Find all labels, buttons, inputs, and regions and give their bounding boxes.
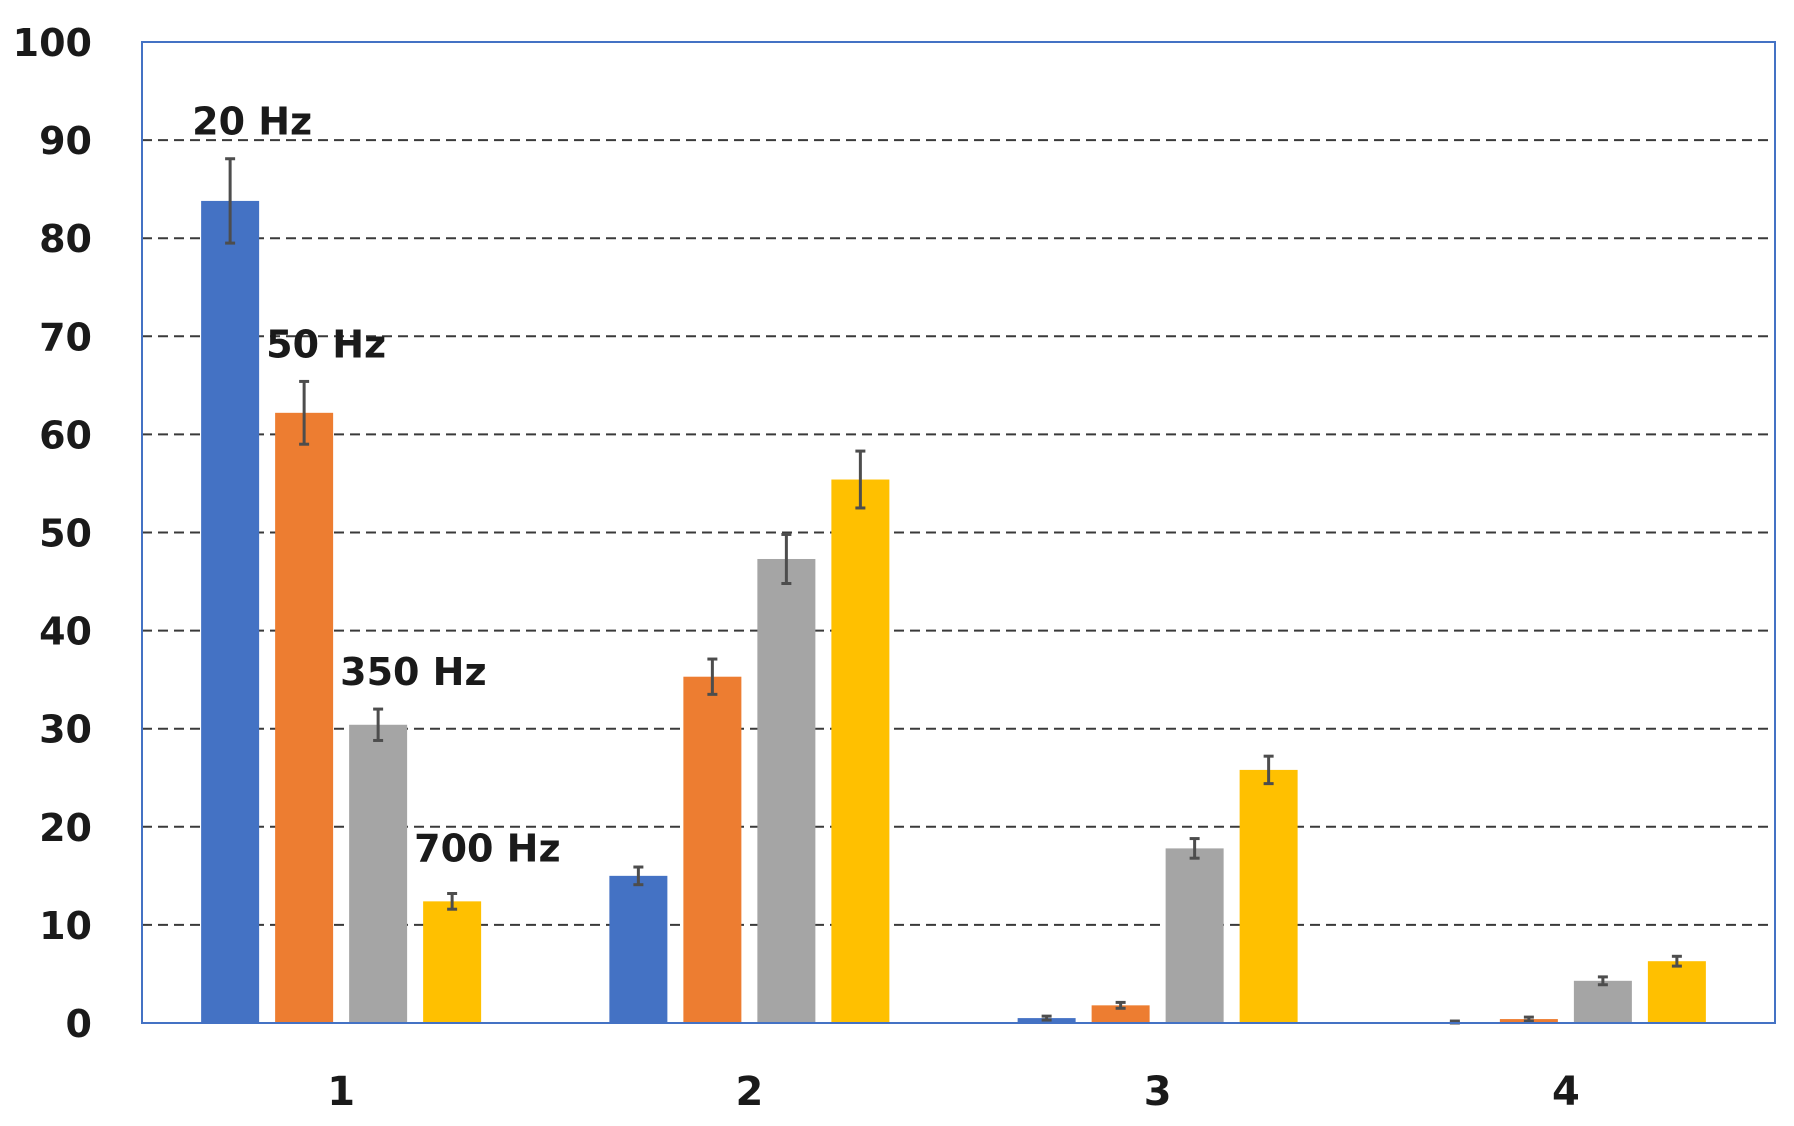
- bar-20hz-cat2: [609, 875, 668, 1023]
- error-bar: [1523, 1015, 1534, 1023]
- error-bar: [1189, 837, 1200, 860]
- y-tick-label: 10: [39, 904, 92, 948]
- bar-700hz-cat3: [1239, 769, 1298, 1023]
- bar-700hz-cat4: [1647, 961, 1706, 1023]
- series-labels: 20 Hz 50 Hz 350 Hz 700 Hz: [192, 100, 560, 871]
- bar-50hz-cat2: [683, 676, 742, 1023]
- error-bar: [225, 157, 236, 245]
- bar-350hz-cat2: [757, 558, 816, 1023]
- y-tick-label: 50: [39, 512, 92, 556]
- bars: [201, 200, 1706, 1024]
- series-label-50hz: 50 Hz: [266, 322, 386, 366]
- bar-20hz-cat1: [201, 200, 260, 1023]
- series-label-350hz: 350 Hz: [340, 650, 486, 694]
- series-label-20hz: 20 Hz: [192, 100, 312, 144]
- error-bar: [781, 532, 792, 586]
- error-bar: [1671, 954, 1682, 968]
- bar-350hz-cat3: [1165, 848, 1224, 1023]
- y-tick-label: 100: [13, 21, 92, 65]
- error-bar: [373, 707, 384, 742]
- bar-700hz-cat1: [423, 901, 482, 1023]
- x-tick-label: 2: [735, 1069, 763, 1115]
- y-tick-label: 70: [39, 315, 92, 359]
- bar-50hz-cat1: [275, 412, 334, 1023]
- error-bar: [1041, 1014, 1052, 1022]
- series-label-700hz: 700 Hz: [414, 826, 560, 870]
- y-tick-label: 40: [39, 610, 92, 654]
- y-tick-label: 90: [39, 119, 92, 163]
- error-bar: [1597, 975, 1608, 987]
- error-bar: [447, 892, 458, 911]
- error-bar: [633, 865, 644, 887]
- error-bar: [855, 449, 866, 510]
- y-axis-tick-labels: 0 10 20 30 40 50 60 70 80 90 100: [13, 21, 92, 1046]
- y-tick-label: 60: [39, 413, 92, 457]
- x-tick-label: 1: [327, 1069, 355, 1115]
- bar-700hz-cat2: [831, 479, 890, 1023]
- x-tick-label: 3: [1144, 1069, 1172, 1115]
- error-bar: [299, 379, 310, 446]
- y-tick-label: 20: [39, 806, 92, 850]
- bar-350hz-cat1: [349, 724, 408, 1023]
- gridlines: [142, 139, 1775, 926]
- error-bar: [1115, 1000, 1126, 1010]
- bar-50hz-cat3: [1091, 1005, 1150, 1023]
- x-axis-tick-labels: 1 2 3 4: [327, 1069, 1580, 1115]
- y-tick-label: 30: [39, 708, 92, 752]
- y-tick-label: 80: [39, 217, 92, 261]
- error-bar: [1263, 754, 1274, 786]
- plot-area-border: [141, 41, 1776, 1024]
- error-bars: [225, 157, 1682, 1025]
- y-tick-label: 0: [66, 1002, 92, 1046]
- x-tick-label: 4: [1552, 1069, 1580, 1115]
- error-bar: [707, 657, 718, 696]
- bar-350hz-cat4: [1573, 980, 1632, 1023]
